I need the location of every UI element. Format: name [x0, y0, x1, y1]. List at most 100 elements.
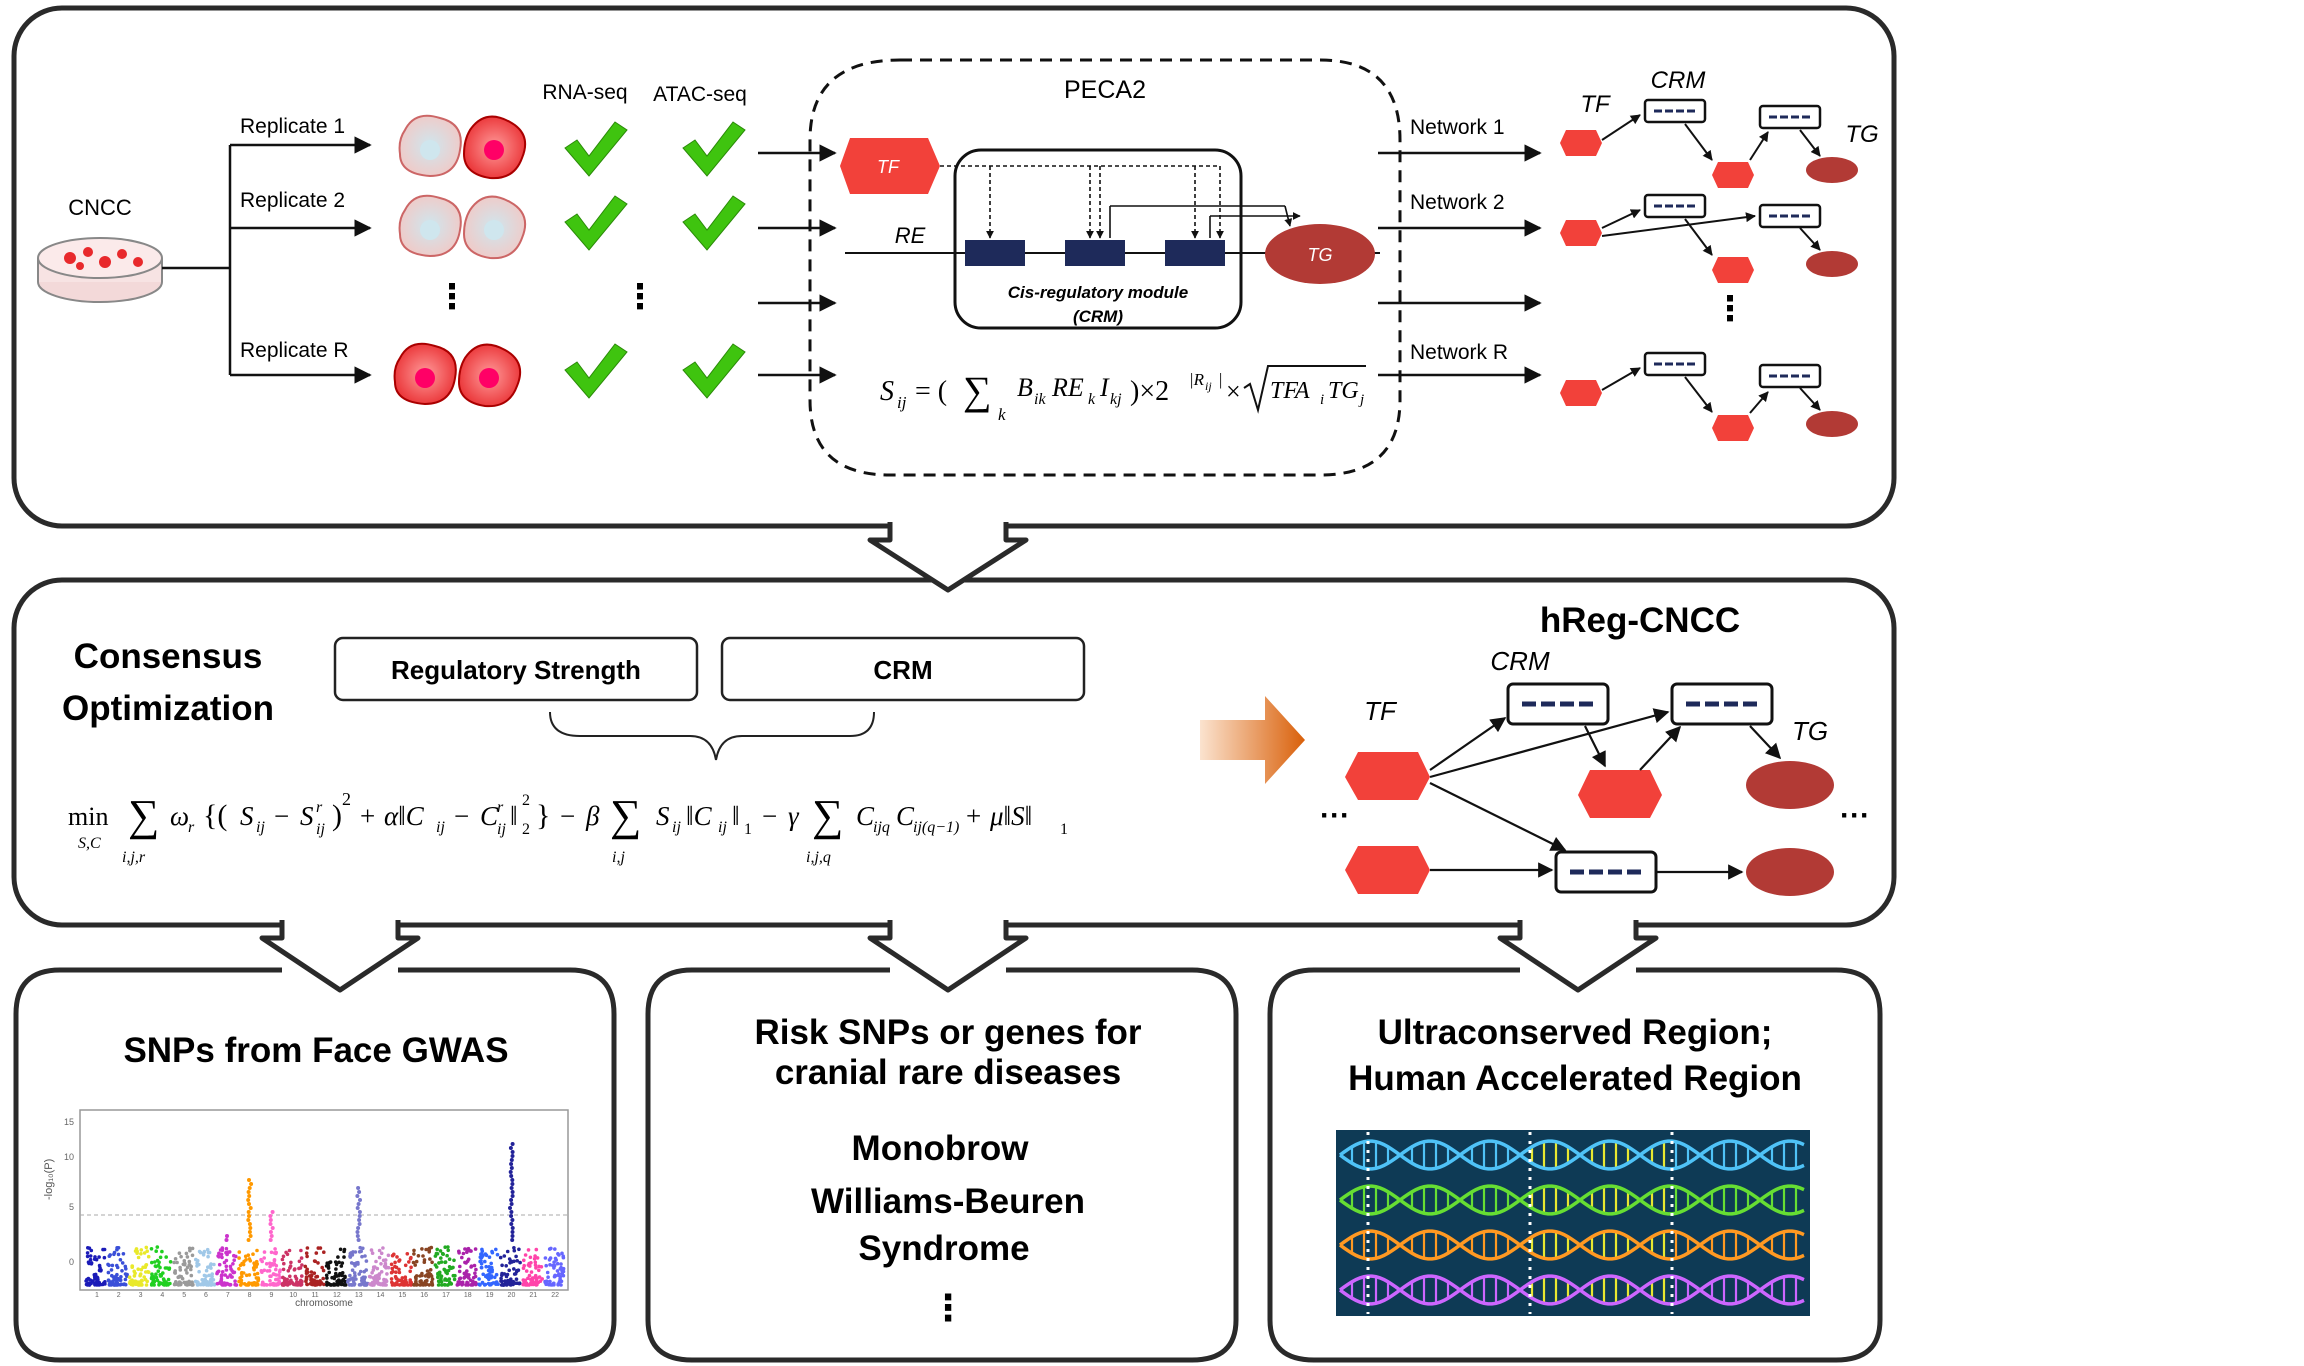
manhattan-point: [157, 1283, 161, 1287]
manhattan-point: [224, 1268, 229, 1272]
svg-text:TFA: TFA: [1270, 378, 1310, 404]
manhattan-point: [88, 1254, 93, 1258]
peca2-formula: S ij = ( ∑ k B ik RE k I kj )×2 |R ij | …: [880, 365, 1366, 424]
manhattan-point: [504, 1283, 509, 1287]
manhattan-point: [295, 1280, 299, 1284]
replicate-branches: [162, 136, 372, 384]
manhattan-point: [85, 1251, 90, 1255]
rare-item-syndrome: Syndrome: [858, 1229, 1029, 1268]
manhattan-point: [298, 1280, 302, 1284]
manhattan-point: [237, 1267, 241, 1271]
manhattan-point: [357, 1190, 362, 1194]
manhattan-point: [247, 1222, 252, 1226]
check-ellipsis: ⋮: [623, 278, 657, 316]
manhattan-point: [178, 1268, 183, 1272]
manhattan-point: [321, 1276, 326, 1281]
manhattan-point: [510, 1178, 515, 1182]
manhattan-point: [553, 1247, 557, 1251]
manhattan-point: [276, 1277, 280, 1281]
crm-box: [720, 636, 1086, 702]
manhattan-point: [383, 1263, 388, 1268]
manhattan-point: [336, 1255, 340, 1259]
manhattan-point: [248, 1206, 253, 1210]
manhattan-point: [262, 1268, 267, 1273]
check-icon: [682, 121, 746, 177]
manhattan-point: [452, 1277, 457, 1282]
manhattan-point: [463, 1260, 467, 1265]
manhattan-point: [460, 1255, 464, 1260]
manhattan-point: [154, 1275, 159, 1280]
manhattan-point: [355, 1230, 360, 1234]
regulatory-strength-label: Regulatory Strength: [391, 655, 641, 685]
manhattan-point: [510, 1190, 515, 1194]
manhattan-point: [184, 1251, 189, 1256]
optimization-formula: min S,C ∑ i,j,r ω r {( S ij − S r ij ) 2…: [68, 789, 1068, 866]
manhattan-point: [443, 1245, 448, 1249]
manhattan-point: [474, 1282, 478, 1287]
manhattan-point: [253, 1272, 257, 1277]
manhattan-point: [154, 1264, 158, 1269]
manhattan-point: [189, 1264, 193, 1269]
manhattan-point: [167, 1266, 172, 1270]
manhattan-point: [560, 1271, 564, 1276]
svg-text:γ: γ: [788, 801, 800, 831]
manhattan-point: [254, 1281, 259, 1286]
tf-label: TF: [877, 157, 900, 177]
manhattan-point: [88, 1257, 93, 1262]
svg-text:ij(q−1): ij(q−1): [913, 819, 959, 836]
manhattan-point: [436, 1283, 441, 1287]
manhattan-point: [427, 1283, 432, 1287]
manhattan-point: [517, 1281, 521, 1286]
manhattan-point: [355, 1234, 360, 1238]
manhattan-point: [510, 1154, 515, 1158]
manhattan-point: [270, 1282, 275, 1287]
manhattan-point: [532, 1257, 537, 1261]
manhattan-point: [458, 1276, 463, 1280]
cell-icon-red-3: [457, 343, 521, 408]
svg-text:ij: ij: [1205, 379, 1212, 393]
manhattan-point: [385, 1272, 389, 1276]
net-tf-label: TF: [1580, 91, 1611, 118]
manhattan-frame: [79, 1109, 569, 1291]
svg-text:ik: ik: [1034, 391, 1046, 408]
mini-network-1: [1560, 98, 1858, 188]
svg-text:‖C: ‖C: [686, 801, 713, 831]
manhattan-xlabel: chromosome: [295, 1298, 353, 1309]
manhattan-point: [215, 1271, 219, 1276]
hreg-tg-label: TG: [1792, 716, 1828, 746]
manhattan-point: [528, 1264, 532, 1268]
manhattan-point: [299, 1256, 304, 1260]
svg-text:1: 1: [744, 821, 752, 838]
manhattan-point: [465, 1282, 469, 1287]
manhattan-point: [495, 1252, 500, 1257]
manhattan-point: [466, 1257, 471, 1262]
tg-ellipse: [1265, 224, 1375, 284]
orange-arrow-icon: [1200, 696, 1305, 784]
manhattan-point: [223, 1273, 227, 1277]
manhattan-point: [355, 1194, 360, 1198]
manhattan-point: [268, 1214, 273, 1218]
manhattan-point: [278, 1268, 282, 1272]
manhattan-point: [254, 1265, 258, 1269]
manhattan-point: [247, 1178, 251, 1182]
manhattan-xtick: 7: [226, 1292, 230, 1299]
manhattan-point: [195, 1283, 200, 1287]
svg-text:C: C: [896, 801, 915, 831]
manhattan-point: [246, 1190, 251, 1194]
manhattan-point: [490, 1269, 494, 1274]
manhattan-point: [437, 1272, 442, 1277]
atacseq-label: ATAC-seq: [653, 83, 747, 106]
manhattan-point: [357, 1272, 362, 1276]
manhattan-point: [212, 1282, 217, 1286]
manhattan-point: [479, 1259, 483, 1263]
manhattan-point: [377, 1248, 382, 1253]
manhattan-point: [400, 1279, 404, 1283]
manhattan-point: [154, 1272, 158, 1276]
manhattan-xtick: 19: [486, 1292, 494, 1299]
manhattan-point: [403, 1275, 408, 1279]
manhattan-xtick: 12: [333, 1292, 341, 1299]
dna-strand: [1338, 1229, 1805, 1261]
manhattan-point: [338, 1247, 343, 1252]
manhattan-point: [505, 1249, 510, 1254]
manhattan-point: [524, 1282, 528, 1286]
